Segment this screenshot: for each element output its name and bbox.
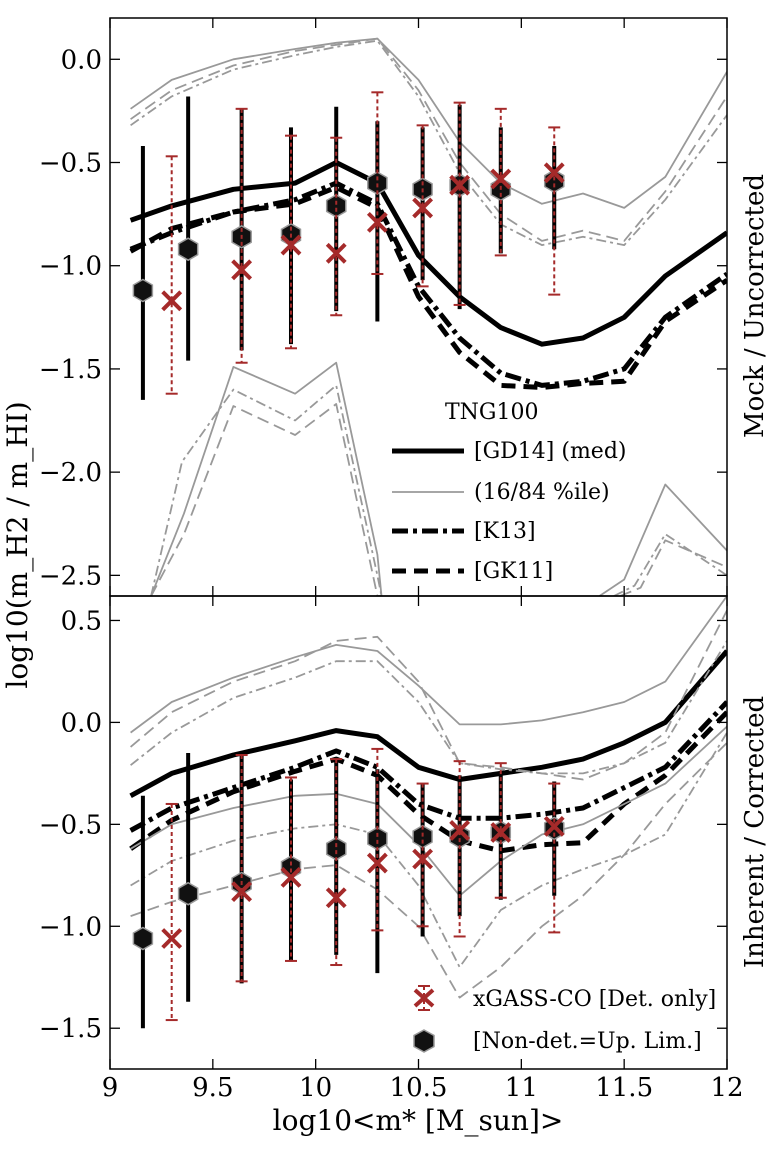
legend-label-xgass-ul: [Non-det.=Up. Lim.] — [473, 1029, 702, 1054]
bot-series-6-solid-thin — [130, 725, 727, 897]
top-series-layer — [129, 37, 727, 596]
top-series-11-dashed-thin — [619, 539, 727, 596]
bottom-panel-frame — [109, 595, 728, 1070]
top-det-marker-5 — [412, 197, 434, 219]
top-det-marker-2 — [280, 234, 302, 256]
top-ytick-label-0: 0.0 — [61, 45, 102, 75]
top-series-0-solid-thick — [129, 160, 727, 347]
top-legend: TNG100 [GD14] (med) (16/84 %ile) [K13] [… — [392, 400, 627, 584]
legend-swatch-xgass-ul — [413, 1029, 435, 1053]
top-ytick-label-4: −2.0 — [39, 458, 102, 488]
legend-label-gk11: [GK11] — [474, 559, 553, 584]
bot-det-marker-2 — [280, 866, 302, 888]
top-series-6-solid-thin — [150, 361, 383, 596]
bottom-side-label: Inherent / Corrected — [740, 696, 770, 968]
xtick-label-3: 10.5 — [390, 1073, 448, 1103]
top-series-5-dashed-thin — [130, 37, 727, 242]
bot-det-marker-0 — [161, 928, 183, 949]
bot-ytick-label-0: 0.5 — [61, 606, 102, 636]
bot-ytick-label-3: −1.0 — [39, 912, 102, 942]
bottom-panel: 0.5 0.0 −0.5 −1.0 −1.5 9 9.5 10 10.5 11 11.5 12 In… — [39, 18, 770, 1103]
top-series-4-dashdot-thin — [130, 39, 727, 246]
top-ul-hexagon-4 — [325, 194, 347, 218]
bottom-series-layer — [129, 596, 727, 999]
bot-det-marker-8 — [543, 815, 565, 837]
legend-label-gd14: [GD14] (med) — [474, 439, 627, 464]
legend-label-xgass-det: xGASS-CO [Det. only] — [473, 987, 716, 1012]
top-series-8-dashed-thin — [150, 403, 382, 596]
legend-swatch-xgass-det — [413, 985, 435, 1011]
top-det-marker-4 — [366, 211, 388, 233]
top-det-marker-8 — [543, 162, 565, 184]
top-det-marker-0 — [161, 290, 183, 312]
bot-series-4-dashed-thin — [130, 609, 727, 781]
bot-series-1-dashdot-thick — [129, 700, 727, 833]
bot-ytick-label-1: 0.0 — [61, 708, 102, 738]
bot-ytick-label-4: −1.5 — [39, 1014, 102, 1044]
top-y-ticks: 0.0 −0.5 −1.0 −1.5 −2.0 −2.5 — [39, 45, 727, 591]
bot-ul-hexagon-0 — [132, 926, 154, 951]
top-series-9-solid-thin — [599, 483, 727, 596]
bottom-points-layer — [132, 747, 565, 1029]
bot-det-marker-6 — [449, 820, 471, 841]
bottom-legend: xGASS-CO [Det. only] [Non-det.=Up. Lim.] — [413, 985, 716, 1054]
top-points-layer — [132, 91, 565, 400]
bot-det-marker-5 — [412, 848, 434, 870]
top-ul-hexagon-1 — [177, 237, 199, 262]
top-det-marker-3 — [325, 242, 347, 264]
top-series-2-dashed-thick — [129, 184, 727, 390]
top-ytick-label-1: −0.5 — [39, 149, 102, 179]
top-ytick-label-5: −2.5 — [39, 561, 102, 591]
bottom-y-ticks: 0.5 0.0 −0.5 −1.0 −1.5 — [39, 606, 727, 1044]
top-ytick-label-3: −1.5 — [39, 355, 102, 385]
bot-ytick-label-2: −0.5 — [39, 810, 102, 840]
top-det-marker-6 — [449, 174, 471, 196]
top-series-3-solid-thin — [130, 37, 727, 209]
bot-det-marker-1 — [231, 881, 253, 903]
bottom-x-ticks: 9 9.5 10 10.5 11 11.5 12 — [102, 18, 744, 1103]
top-panel: 0.0 −0.5 −1.0 −1.5 −2.0 −2.5 Mock / Uncorrect… — [39, 17, 770, 597]
legend-label-k13: [K13] — [474, 519, 536, 544]
xtick-label-4: 11 — [505, 1073, 538, 1103]
xtick-label-6: 12 — [710, 1073, 743, 1103]
xtick-label-2: 10 — [299, 1073, 332, 1103]
top-det-marker-1 — [231, 259, 253, 281]
bot-det-marker-3 — [325, 887, 347, 909]
x-axis-title: log10<m* [M_sun]> — [273, 1104, 564, 1137]
top-series-10-dashdot-thin — [613, 533, 727, 596]
bot-ul-hexagon-5 — [367, 826, 388, 851]
top-ytick-label-2: −1.0 — [39, 252, 102, 282]
bot-ul-hexagon-1 — [177, 881, 199, 906]
bot-series-0-solid-thick — [129, 649, 727, 798]
bot-series-5-dashdot-thin — [130, 640, 727, 775]
top-det-marker-7 — [490, 168, 512, 190]
bot-det-marker-7 — [490, 822, 512, 843]
y-axis-title: log10(m_H2 / m_HI) — [1, 401, 34, 688]
xtick-label-5: 11.5 — [595, 1073, 653, 1103]
bot-series-3-solid-thin — [130, 596, 727, 734]
legend-label-percentile: (16/84 %ile) — [474, 480, 610, 505]
xtick-label-1: 9.5 — [192, 1073, 233, 1103]
bot-series-7-dashdot-thin — [130, 732, 727, 968]
top-side-label: Mock / Uncorrected — [740, 174, 770, 438]
xtick-label-0: 9 — [102, 1073, 119, 1103]
top-series-7-dashdot-thin — [150, 384, 383, 596]
bot-ul-hexagon-4 — [325, 836, 347, 861]
bot-det-marker-4 — [366, 852, 388, 874]
legend-title: TNG100 — [445, 400, 539, 425]
top-ul-hexagon-0 — [132, 278, 154, 303]
